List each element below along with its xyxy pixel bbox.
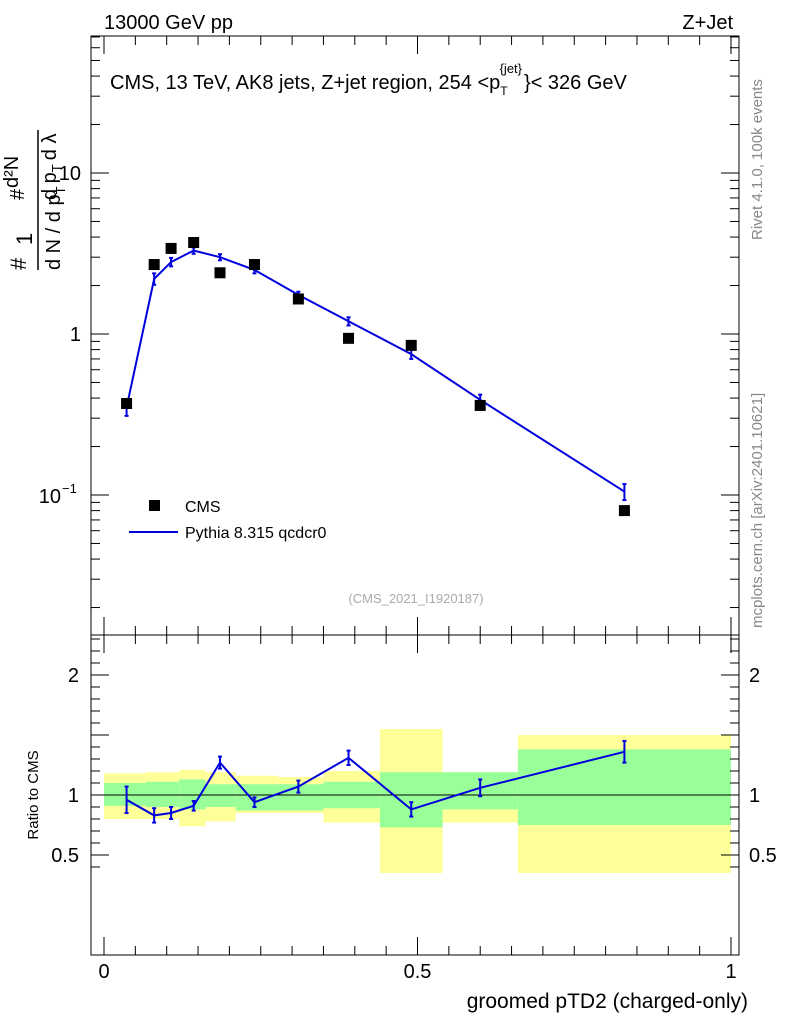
pythia-line	[125, 249, 625, 493]
ratio-band-inner-5	[277, 784, 324, 811]
x-tick-label: 1	[725, 961, 736, 983]
mcplots-label: mcplots.cern.ch [arXiv:2401.10621]	[749, 393, 766, 628]
legend-pythia-label: Pythia 8.315 qcdcr0	[185, 525, 327, 542]
main-frame	[90, 35, 740, 636]
cms-data-point	[618, 505, 630, 517]
ratio-series	[124, 740, 627, 824]
ratio-band-inner-7	[379, 772, 443, 828]
legend: CMS Pythia 8.315 qcdcr0	[129, 499, 327, 542]
ratio-y-ticks: 2 2 1 1 0.5 0.5	[51, 638, 777, 868]
x-tick-label: 0.5	[404, 961, 432, 983]
cms-data-point	[248, 259, 260, 271]
x-tick-label: 0	[98, 961, 109, 983]
cms-data-point	[343, 332, 355, 344]
ratio-ylabel: Ratio to CMS	[25, 750, 42, 839]
legend-cms-label: CMS	[185, 499, 221, 516]
main-y-tick-label: 1	[70, 324, 81, 346]
cms-data-point	[214, 267, 226, 279]
ratio-y-tick-label: 1	[68, 785, 79, 807]
ratio-y-tick-label-right: 1	[749, 785, 760, 807]
header-process-label: Z+Jet	[682, 12, 733, 34]
svg-text:d²N: d²N	[1, 156, 23, 188]
ratio-plot-area: 2 2 1 1 0.5 0.5	[51, 634, 777, 956]
ratio-y-tick-label: 0.5	[51, 845, 79, 867]
cms-data-point	[188, 237, 200, 249]
main-ylabel: # 1 d N / d pT # d²N d pTd λ	[1, 130, 68, 270]
ratio-band-inner-1	[146, 781, 180, 807]
cms-data-point	[165, 242, 177, 254]
cms-data-point	[405, 339, 417, 351]
pythia-series	[124, 246, 627, 502]
ratio-y-tick-label-right: 2	[749, 665, 760, 687]
main-y-tick-label: 10	[39, 486, 61, 508]
cms-data-point	[148, 259, 160, 271]
x-axis-label: groomed pTD2 (charged-only)	[467, 990, 748, 1013]
svg-text:1: 1	[12, 233, 37, 245]
svg-text:#: #	[7, 188, 29, 200]
svg-text:#: #	[6, 257, 31, 270]
analysis-id-watermark: (CMS_2021_I1920187)	[348, 591, 483, 606]
ratio-band-inner-0	[104, 783, 147, 806]
svg-text:d N / d pT: d N / d pT	[43, 186, 68, 270]
cms-data-point	[121, 398, 133, 410]
cms-data-point	[474, 399, 486, 411]
main-y-tick-label: 10	[59, 163, 81, 185]
cms-series	[121, 237, 630, 517]
main-y-tick-label-exp: −1	[62, 481, 77, 496]
ratio-band-inner-3	[205, 784, 236, 807]
svg-text:d pTd λ: d pTd λ	[39, 134, 64, 200]
main-title: CMS, 13 TeV, AK8 jets, Z+jet region, 254…	[110, 61, 628, 98]
rivet-label: Rivet 4.1.0, 100k events	[749, 79, 766, 240]
ratio-bands	[104, 729, 731, 873]
header-energy-label: 13000 GeV pp	[104, 12, 233, 34]
legend-cms-marker	[149, 500, 160, 511]
ratio-y-tick-label: 2	[68, 665, 79, 687]
cms-data-point	[292, 293, 304, 305]
ratio-y-tick-label-right: 0.5	[749, 845, 777, 867]
x-ticks: 0 0.5 1	[98, 36, 737, 983]
